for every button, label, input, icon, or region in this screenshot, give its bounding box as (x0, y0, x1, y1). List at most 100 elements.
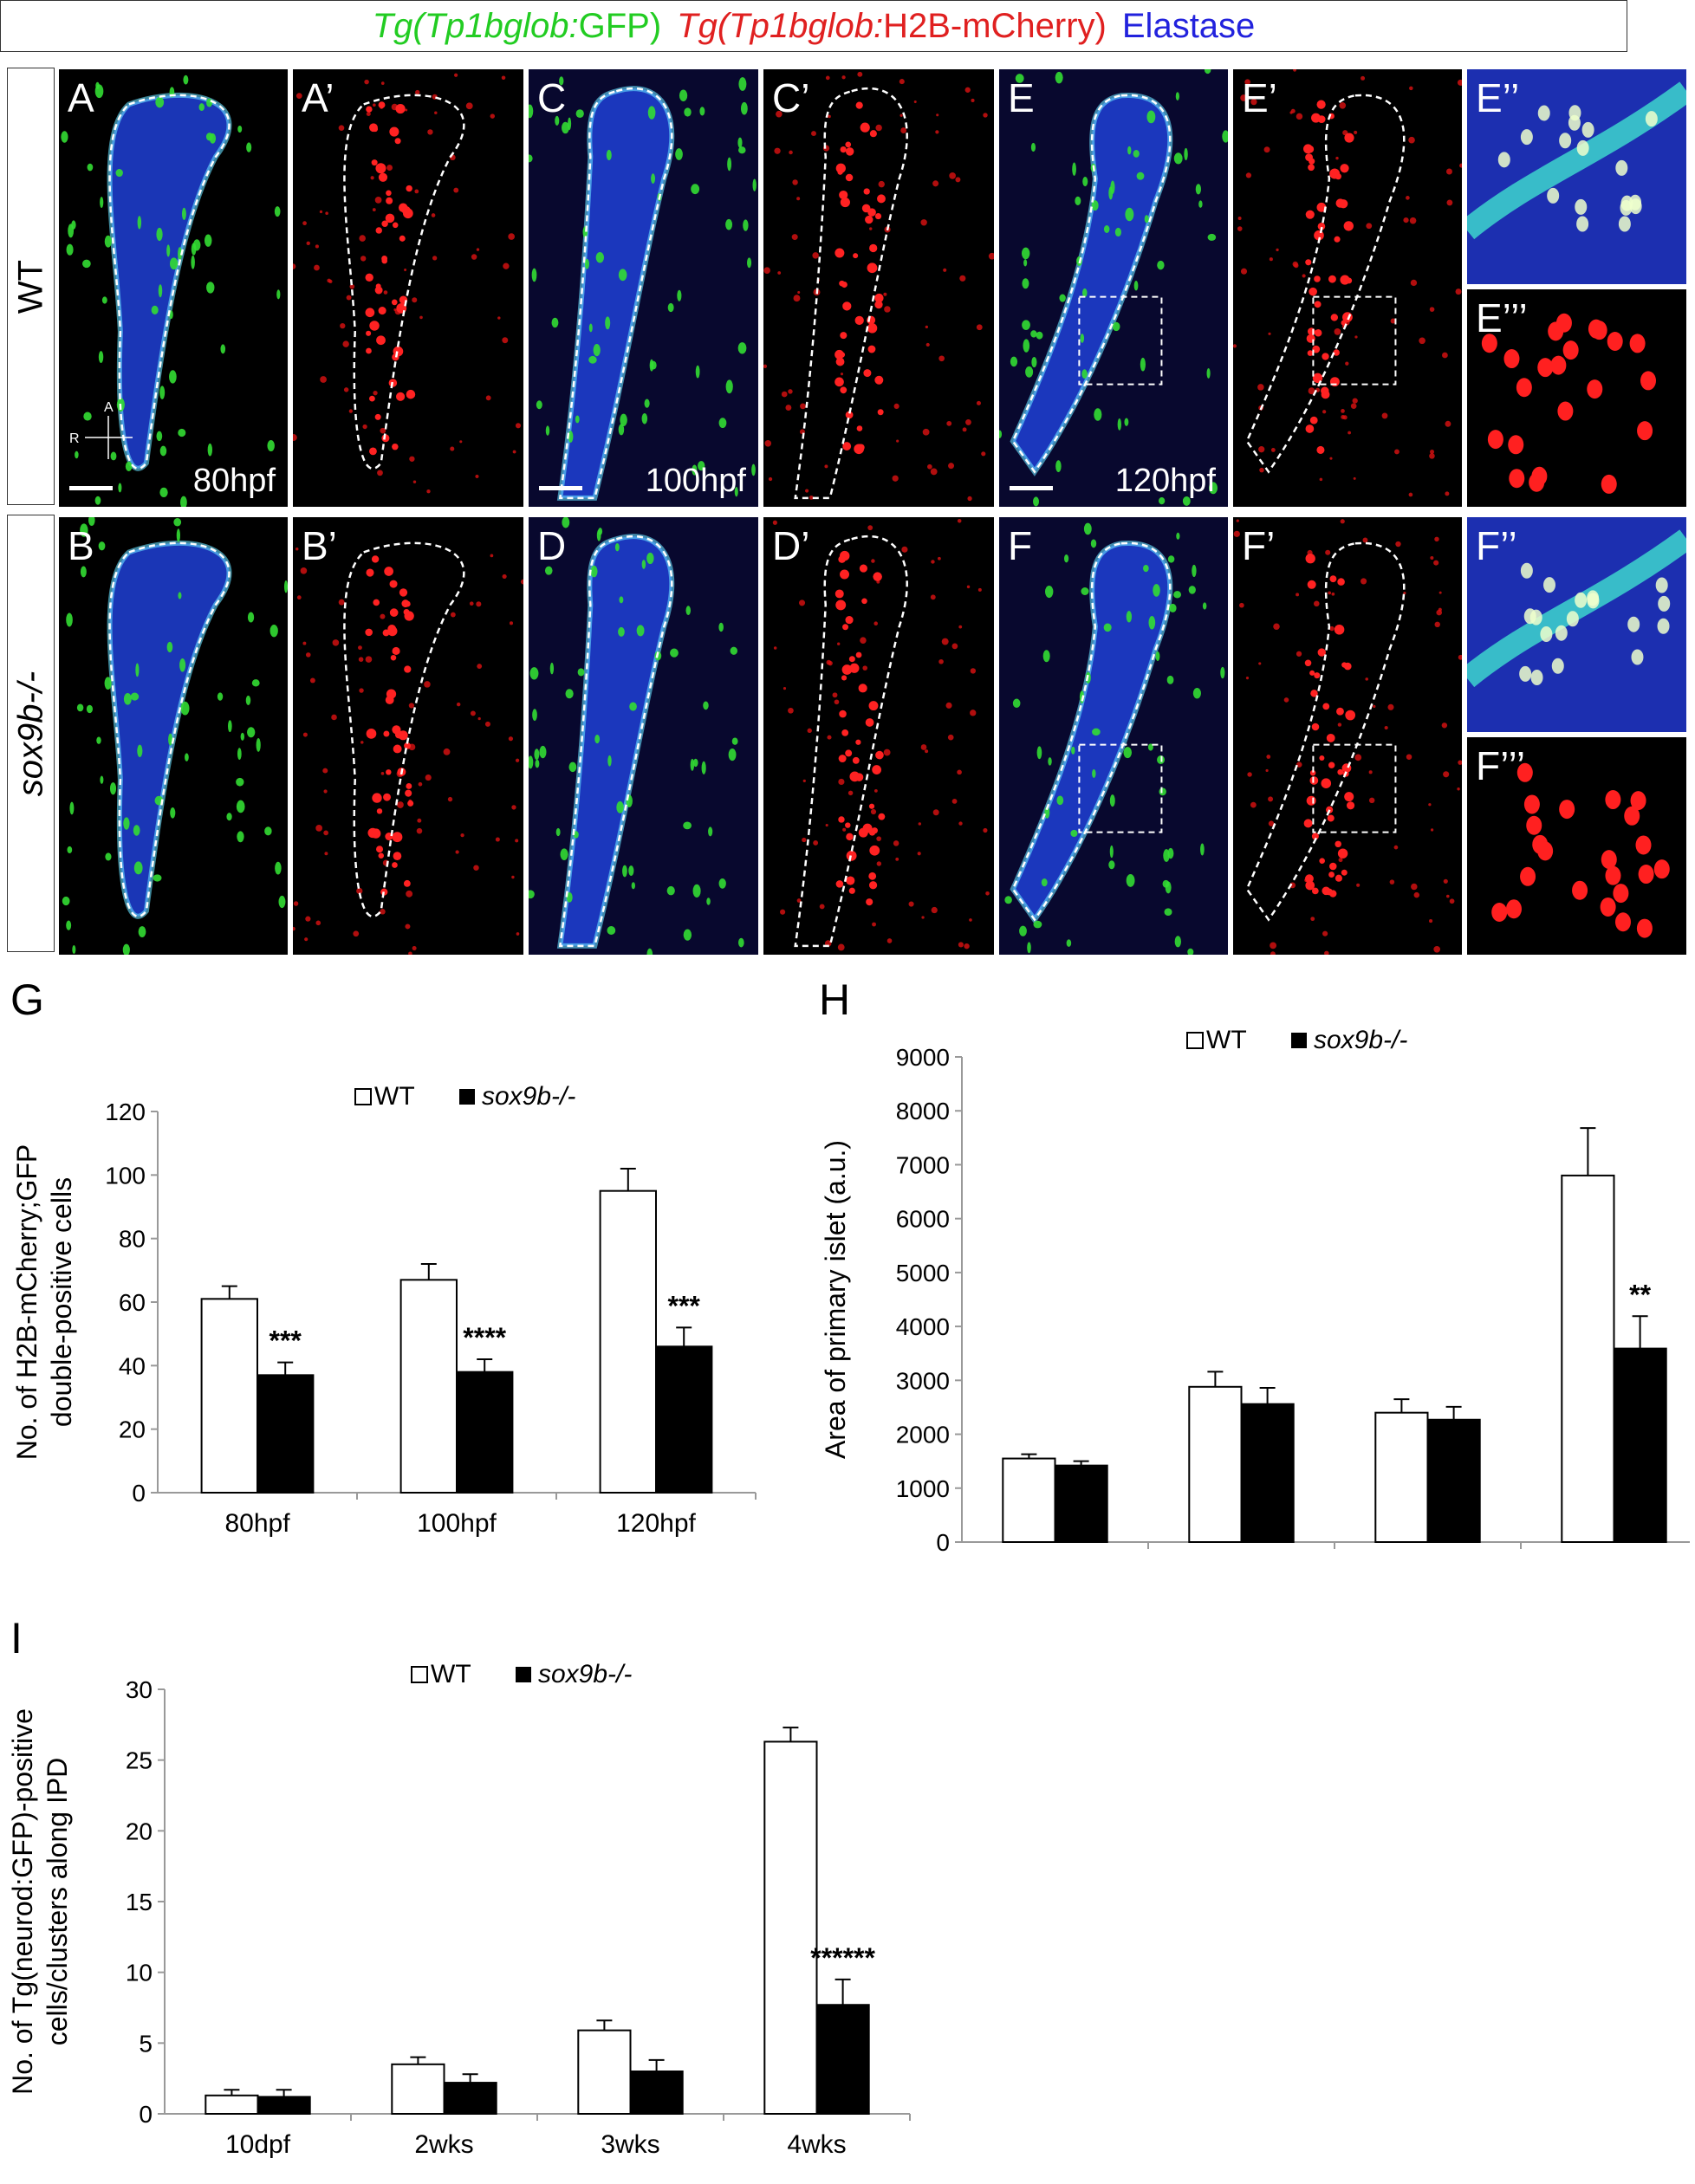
chart-legend: WT sox9b-/- (354, 1082, 575, 1111)
legend-label-sox9b: sox9b-/- (482, 1082, 575, 1111)
x-tick-label: 120hpf (616, 1509, 696, 1538)
chart-i: 0 5 10 15 20 25 30 10dpf 2wks 3wks 4wks ****** No. o… (7, 1660, 911, 2159)
micrograph-d: D (529, 517, 758, 955)
y-tick-label: 7000 (896, 1151, 950, 1178)
y-tick-label: 60 (119, 1289, 146, 1316)
legend-swatch-wt (354, 1088, 372, 1105)
micrograph-cp: C’ (763, 69, 994, 507)
bar-sox9b (456, 1371, 514, 1494)
bar-sox9b (257, 1374, 315, 1494)
chart-g: 0 20 40 60 80 100 120 80hpf *** 100hpf **** 120hpf *… (11, 1082, 757, 1538)
y-tick-label: 120 (105, 1098, 146, 1125)
micrograph-f: F (999, 517, 1228, 955)
y-tick-label: 25 (126, 1747, 153, 1774)
micrograph-fp: F’ (1233, 517, 1462, 955)
y-tick-label: 40 (119, 1352, 146, 1379)
y-tick-label: 0 (936, 1529, 950, 1556)
bar-wt (577, 2029, 632, 2115)
legend-label-wt: WT (431, 1660, 471, 1688)
y-tick-label: 4000 (896, 1313, 950, 1340)
significance-label: **** (463, 1322, 506, 1353)
x-tick-label: 80hpf (224, 1509, 290, 1538)
y-axis-label: Area of primary islet (a.u.) (820, 1140, 851, 1459)
y-tick-label: 80 (119, 1226, 146, 1253)
bar-wt (1002, 1457, 1056, 1543)
bar-wt (205, 2094, 259, 2115)
y-tick-label: 6000 (896, 1206, 950, 1233)
significance-label: ****** (810, 1942, 875, 1973)
bar-sox9b (443, 2082, 497, 2116)
y-tick-label: 20 (119, 1416, 146, 1443)
x-tick-label: 3wks (601, 2130, 659, 2159)
y-tick-label: 5 (139, 2030, 153, 2057)
mcherry-legend-entry: Tg(Tp1bglob:H2B-mCherry) (677, 6, 1107, 45)
x-tick-label: 10dpf (225, 2130, 291, 2159)
micrograph-label: C (537, 75, 567, 120)
micrograph-label: D (537, 523, 567, 568)
micrograph-label: E’’’ (1476, 295, 1528, 340)
y-tick-label: 2000 (896, 1422, 950, 1448)
timepoint-label: 100hpf (645, 463, 746, 499)
bar-wt (599, 1189, 657, 1494)
bar-sox9b (257, 2096, 311, 2116)
micrograph-label: F’ (1242, 523, 1276, 568)
legend-label-wt: WT (374, 1082, 415, 1111)
y-tick-label: 1000 (896, 1475, 950, 1502)
scale-bar (69, 486, 113, 490)
y-tick-label: 20 (126, 1818, 153, 1844)
x-tick-label: 4wks (787, 2130, 846, 2159)
micrograph-label: D’ (772, 523, 810, 568)
bar-wt (1374, 1411, 1429, 1543)
chart-h: 01000200030004000500060007000800090007dp… (820, 1026, 1690, 1559)
significance-label: *** (270, 1325, 302, 1357)
x-tick-label: 100hpf (417, 1509, 497, 1538)
micrograph-epp: E’’ (1467, 69, 1686, 284)
micrograph-c: C 100hpf (529, 69, 758, 507)
y-tick-label: 100 (105, 1162, 146, 1189)
chart-legend: WT sox9b-/- (1186, 1026, 1407, 1054)
bar-sox9b (1613, 1347, 1667, 1543)
micrograph-label: A’ (302, 75, 334, 120)
scale-bar (1010, 486, 1053, 490)
panel-letter-g: G (10, 975, 44, 1024)
micrograph-ap: A’ (293, 69, 523, 507)
y-tick-label: 5000 (896, 1260, 950, 1286)
elastase-legend-entry: Elastase (1121, 6, 1256, 45)
channel-legend: Tg(Tp1bglob:GFP) Tg(Tp1bglob:H2B-mCherry… (0, 0, 1627, 52)
svg-text:No. of H2B-mCherry;GFP: No. of H2B-mCherry;GFP (11, 1144, 42, 1461)
legend-swatch-wt (1186, 1032, 1204, 1049)
micrograph-fppp: F’’’ (1467, 737, 1686, 955)
y-tick-label: 0 (139, 2101, 153, 2128)
micrograph-eppp: E’’’ (1467, 289, 1686, 507)
axis-a: A (104, 400, 114, 415)
bar-wt (1188, 1385, 1243, 1543)
bar-wt (200, 1298, 259, 1494)
bar-wt (1561, 1174, 1615, 1543)
micrograph-label: E’’ (1476, 75, 1520, 120)
y-tick-label: 9000 (896, 1044, 950, 1071)
row-label-mutant: sox9b-/- (7, 515, 55, 952)
micrograph-label: F’’’ (1476, 743, 1526, 788)
row-label-wt: WT (7, 68, 55, 505)
significance-label: *** (668, 1290, 701, 1321)
axis-r: R (69, 431, 80, 446)
bar-sox9b (1426, 1418, 1481, 1543)
micrograph-label: F (1008, 523, 1033, 568)
x-tick-label: 2wks (414, 2130, 473, 2159)
orientation-marker: AR (69, 400, 133, 459)
legend-swatch-sox9b (1291, 1033, 1307, 1048)
y-tick-label: 15 (126, 1889, 153, 1915)
micrograph-label: B (68, 523, 94, 568)
legend-swatch-wt (411, 1666, 428, 1683)
scale-bar (539, 486, 582, 490)
gfp-legend-entry: Tg(Tp1bglob:GFP) (372, 6, 662, 45)
y-tick-label: 30 (126, 1676, 153, 1703)
svg-text:Area of primary islet (a.u.): Area of primary islet (a.u.) (820, 1140, 851, 1459)
bar-sox9b (655, 1345, 713, 1494)
micrograph-label: E (1008, 75, 1035, 120)
micrograph-fpp: F’’ (1467, 517, 1686, 732)
legend-label-wt: WT (1206, 1026, 1247, 1054)
micrograph-label: B’ (302, 523, 337, 568)
svg-text:double-positive cells: double-positive cells (46, 1177, 77, 1427)
micrograph-ep: E’ (1233, 69, 1462, 507)
